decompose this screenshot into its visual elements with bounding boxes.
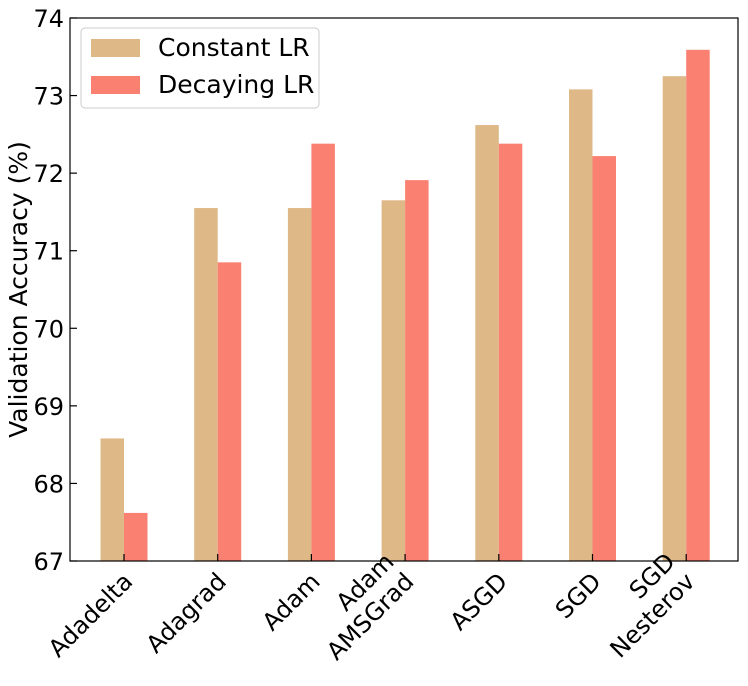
bar-constant-lr-4 — [475, 125, 499, 561]
x-tick-label-line: SGD — [550, 567, 607, 624]
y-tick-label: 74 — [33, 5, 64, 33]
bar-constant-lr-1 — [194, 208, 218, 562]
y-tick-label: 70 — [33, 315, 64, 343]
x-tick-label-line: ASGD — [445, 567, 513, 635]
bar-decaying-lr-6 — [686, 49, 710, 561]
x-tick-label-line: Adadelta — [43, 567, 138, 662]
bars-group — [100, 49, 710, 562]
bar-constant-lr-3 — [381, 200, 406, 562]
x-tick-label: SGDNesterov — [585, 548, 701, 664]
y-tick-label: 68 — [33, 470, 64, 498]
x-tick-label: Adam — [257, 567, 326, 636]
plot-frame — [69, 17, 739, 562]
legend: Constant LR Decaying LR — [80, 27, 320, 109]
bar-decaying-lr-2 — [311, 143, 335, 561]
bar-decaying-lr-3 — [405, 180, 429, 562]
legend-swatch — [91, 39, 140, 57]
x-tick-label: ASGD — [445, 567, 513, 635]
bar-decaying-lr-0 — [124, 512, 148, 561]
x-axis: Adadelta Adagrad Adam AdamAMSGrad ASGD SGD SGD… — [43, 548, 700, 666]
y-tick-label: 69 — [33, 393, 64, 421]
legend-box — [80, 27, 320, 109]
x-tick-label-line: Adagrad — [141, 567, 232, 658]
x-tick-label: SGD — [550, 567, 607, 624]
legend-label: Decaying LR — [158, 70, 314, 99]
y-tick-label: 71 — [33, 238, 64, 266]
bar-constant-lr-6 — [662, 76, 687, 561]
x-tick-label: AdamAMSGrad — [301, 548, 419, 666]
bar-decaying-lr-4 — [498, 143, 523, 561]
y-axis-label: Validation Accuracy (%) — [4, 141, 33, 438]
legend-swatch — [91, 76, 140, 94]
y-axis: 67 68 69 70 71 72 73 74 — [33, 5, 77, 576]
legend-label: Constant LR — [158, 33, 310, 62]
x-tick-label-line: Adam — [257, 567, 326, 636]
bar-constant-lr-2 — [287, 208, 312, 562]
x-tick-label: Adagrad — [141, 567, 232, 658]
bar-constant-lr-0 — [100, 438, 124, 561]
bar-constant-lr-5 — [569, 89, 593, 561]
bar-decaying-lr-1 — [217, 262, 242, 561]
y-tick-label: 73 — [33, 83, 64, 111]
bar-decaying-lr-5 — [592, 156, 616, 561]
y-tick-label: 67 — [33, 548, 64, 576]
x-tick-label: Adadelta — [43, 567, 138, 662]
y-tick-label: 72 — [33, 160, 64, 188]
